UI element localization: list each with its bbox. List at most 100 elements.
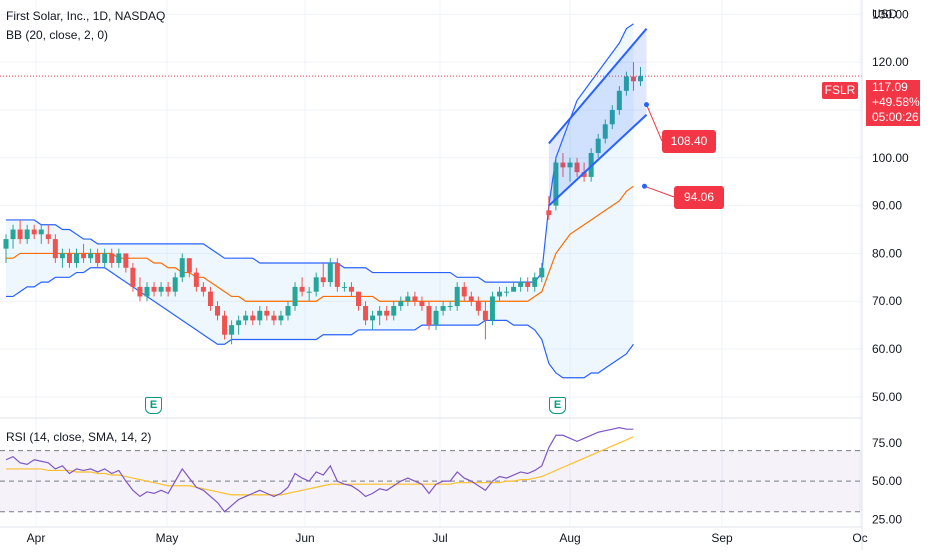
candle: [454, 282, 460, 311]
candle-body: [602, 124, 608, 139]
candle-body: [186, 258, 192, 273]
earnings-marker-may[interactable]: E: [145, 397, 162, 414]
candle-body: [370, 315, 376, 321]
y-tick-label: 50.00: [872, 390, 902, 404]
candle-body: [137, 286, 143, 297]
candle: [461, 282, 467, 302]
y-tick-label: 90.00: [872, 199, 902, 213]
candle: [66, 248, 72, 268]
trend-channel: [548, 28, 648, 207]
candle-body: [638, 76, 643, 82]
candle: [433, 306, 439, 330]
candle-body: [88, 253, 94, 259]
x-tick-label: May: [156, 531, 179, 545]
candle-body: [609, 109, 615, 125]
candle-body: [229, 325, 235, 335]
annotations: [642, 102, 675, 198]
annotation-point: [642, 183, 647, 189]
y-tick-label: 120.00: [872, 55, 909, 69]
symbol-tag[interactable]: FSLR: [822, 82, 858, 99]
candle: [243, 310, 249, 326]
candle: [511, 282, 517, 292]
candle: [292, 282, 298, 311]
candle-body: [497, 291, 502, 297]
earnings-marker-aug[interactable]: E: [549, 397, 566, 414]
candle-body: [616, 90, 622, 110]
candle: [539, 262, 545, 283]
candle: [363, 301, 369, 326]
candle: [574, 157, 580, 177]
candle-body: [363, 306, 369, 321]
rsi-band-fill: [0, 450, 862, 512]
currency-label: USD: [872, 7, 898, 21]
candle-body: [475, 301, 481, 311]
channel-lower-line: [548, 114, 648, 207]
candle-body: [546, 210, 552, 216]
candle-body: [193, 272, 199, 287]
candle-body: [278, 315, 284, 321]
candle-body: [623, 76, 629, 91]
candle: [24, 224, 30, 244]
candle: [207, 286, 213, 311]
annotation-label-94-06[interactable]: 94.06: [674, 186, 724, 209]
candle: [151, 282, 157, 297]
candle-body: [553, 162, 559, 206]
candle-body: [560, 162, 566, 168]
candle-body: [482, 310, 488, 321]
candle-body: [341, 286, 347, 288]
candle: [475, 296, 481, 316]
candle: [616, 86, 622, 115]
candle: [630, 62, 636, 91]
candle-body: [426, 306, 432, 326]
x-tick-label: Aug: [559, 531, 580, 545]
candle-body: [38, 229, 44, 235]
price-tag: 117.09 +49.58% 05:00:26: [866, 80, 920, 126]
candle: [532, 272, 538, 292]
annotation-connector: [644, 185, 675, 198]
rsi-y-tick-label: 25.00: [872, 512, 902, 526]
candle: [356, 291, 361, 311]
annotation-connector: [646, 104, 663, 142]
candle-body: [130, 267, 136, 287]
candle: [553, 157, 559, 211]
candle: [299, 277, 305, 297]
candle: [405, 291, 411, 307]
candle: [426, 301, 432, 330]
bar-countdown: 05:00:26: [872, 110, 919, 124]
candle-body: [377, 310, 383, 316]
candle-body: [461, 286, 467, 297]
candle: [250, 310, 256, 326]
rsi-indicator-label: RSI (14, close, SMA, 14, 2): [6, 430, 152, 444]
candle-body: [31, 229, 37, 235]
candle-body: [81, 253, 87, 259]
candle: [306, 286, 312, 302]
candle-body: [440, 306, 446, 311]
bb-indicator-label: BB (20, close, 2, 0): [6, 28, 109, 42]
candle: [257, 306, 263, 326]
candle: [602, 119, 608, 144]
candle-body: [45, 234, 51, 240]
candle-body: [504, 291, 510, 293]
candle-body: [405, 296, 411, 302]
grid-lines: [0, 0, 862, 527]
candle: [144, 282, 150, 302]
candle-body: [398, 301, 404, 307]
candle-body: [102, 253, 108, 263]
candle: [165, 282, 171, 297]
candle: [10, 224, 16, 249]
candle: [45, 224, 51, 244]
bb-fill: [6, 23, 634, 378]
candle-body: [172, 277, 178, 292]
candle-body: [95, 253, 101, 263]
candle: [518, 277, 524, 292]
candle-body: [532, 277, 538, 287]
annotation-label-108-40[interactable]: 108.40: [662, 130, 716, 153]
candle-body: [391, 306, 397, 316]
candle-body: [356, 291, 361, 307]
candle-body: [525, 282, 531, 287]
candle: [609, 105, 615, 130]
candle-body: [348, 286, 354, 292]
rsi-y-tick-label: 75.00: [872, 436, 902, 450]
candle: [236, 315, 242, 335]
candle: [109, 248, 115, 268]
